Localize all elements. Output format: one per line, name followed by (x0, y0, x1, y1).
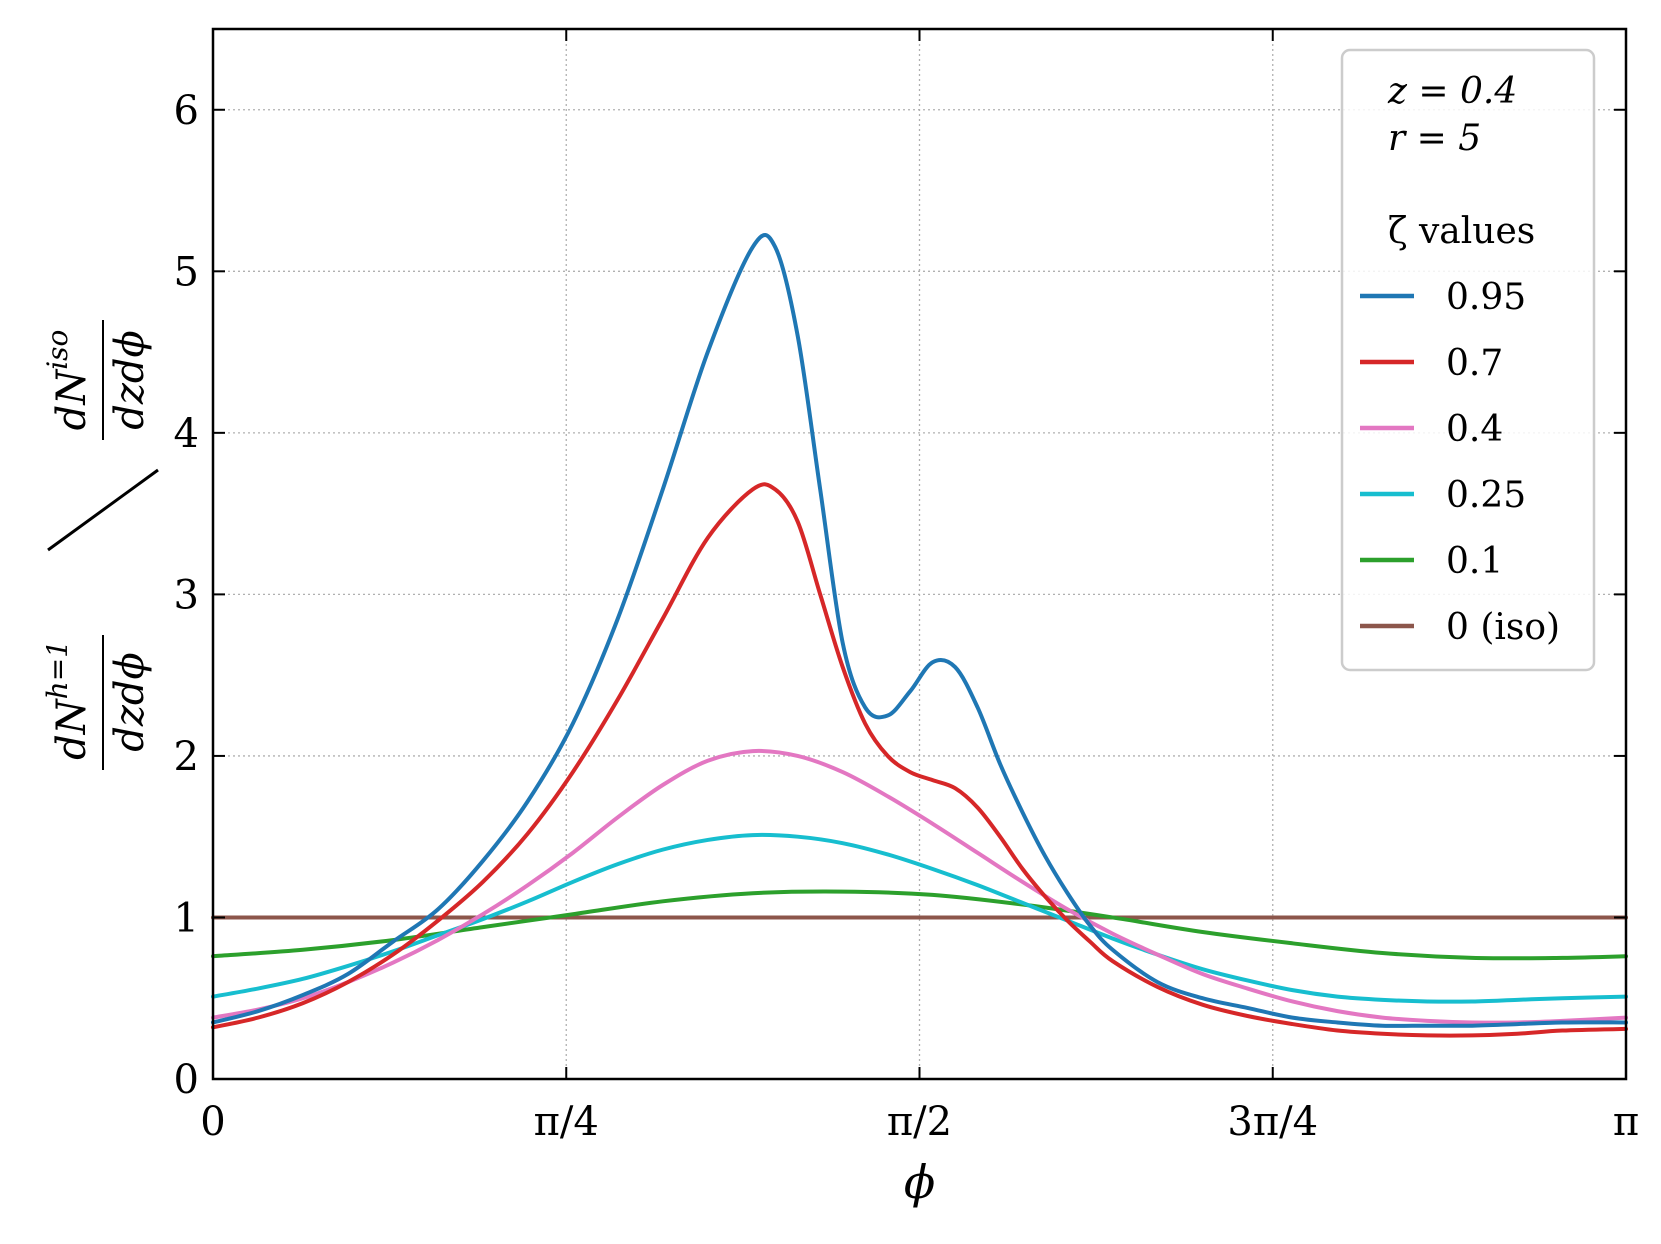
series-line-0-4 (211, 748, 1628, 1025)
y-label-slash (47, 468, 159, 552)
y-tick-label: 5 (174, 249, 199, 295)
y-tick-label: 1 (174, 895, 199, 941)
y-tick-label: 0 (174, 1057, 199, 1103)
y-tick-label: 2 (174, 734, 199, 780)
legend-title: ζ values (1388, 211, 1535, 252)
y-label-denominator-right: dzdϕ (107, 330, 153, 430)
legend-items: 0.95 0.7 0.4 0.25 0.1 0 (iso) (1360, 277, 1560, 648)
x-tick-label: 3π/4 (1227, 1099, 1318, 1145)
series-line-0-95 (211, 233, 1628, 1028)
series-line-0-25 (211, 832, 1628, 1004)
x-tick-label: π/4 (534, 1099, 599, 1145)
y-label-denominator-left: dzdϕ (107, 652, 153, 752)
legend-label: 0.25 (1446, 475, 1526, 516)
legend-annotation-r: r = 5 (1388, 118, 1481, 159)
x-tick-label: π/2 (887, 1099, 952, 1145)
axis-ticks: 0 π/4 π/2 3π/4 π 0 1 2 3 4 5 6 (174, 29, 1639, 1145)
y-label-numerator-right: dNiso (41, 330, 95, 431)
y-axis-label: dNh=1 dzdϕ dNiso dzdϕ (41, 320, 159, 770)
legend-label: 0.4 (1446, 409, 1503, 450)
series-lines (211, 233, 1628, 1038)
y-tick-label: 4 (174, 411, 199, 457)
x-tick-label: π (1613, 1099, 1639, 1145)
y-tick-label: 6 (174, 88, 199, 134)
series-line-0-7 (211, 482, 1628, 1038)
y-label-numerator-left: dNh=1 (41, 640, 95, 760)
legend: z = 0.4 r = 5 ζ values 0.95 0.7 0.4 0.25 0.1… (1340, 48, 1596, 672)
legend-label: 0.1 (1446, 541, 1503, 582)
x-tick-label: 0 (200, 1099, 225, 1145)
x-axis-label: ϕ (904, 1155, 935, 1209)
legend-label: 0.7 (1446, 343, 1503, 384)
y-tick-label: 3 (174, 572, 199, 618)
legend-box (1340, 48, 1596, 672)
legend-label: 0 (iso) (1446, 607, 1560, 648)
legend-label: 0.95 (1446, 277, 1526, 318)
legend-annotation-z: z = 0.4 (1387, 71, 1517, 112)
